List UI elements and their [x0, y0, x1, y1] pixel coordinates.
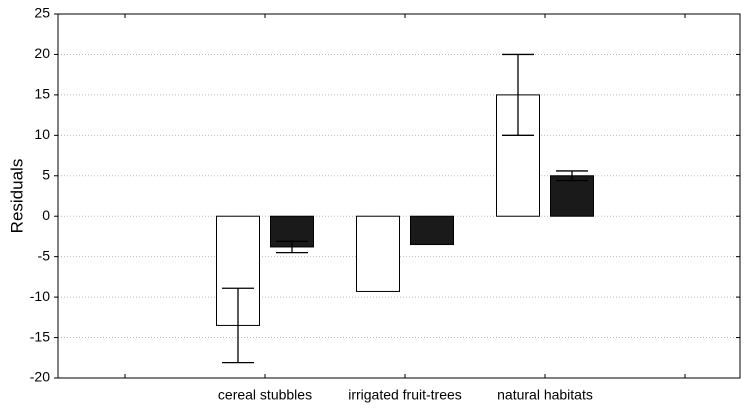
y-tick-label: -15 [30, 328, 50, 344]
bar [410, 215, 454, 246]
y-axis-label: Residuals [7, 159, 26, 234]
x-tick-label: irrigated fruit-trees [348, 387, 462, 403]
plot-frame [57, 13, 741, 379]
error-bar [556, 170, 588, 182]
error-bar [502, 53, 534, 136]
y-tick-label: -20 [30, 369, 50, 385]
error-bar [222, 287, 254, 364]
x-tick-label: natural habitats [497, 387, 593, 403]
y-tick-label: -5 [38, 247, 51, 263]
x-tick-label: cereal stubbles [218, 387, 312, 403]
y-tick-label: 10 [34, 126, 50, 142]
error-bar [276, 240, 308, 254]
y-tick-label: 25 [34, 5, 50, 21]
y-tick-label: 0 [42, 207, 50, 223]
bar [550, 175, 594, 217]
y-tick-label: -10 [30, 288, 50, 304]
y-tick-label: 15 [34, 86, 50, 102]
y-tick-label: 20 [34, 45, 50, 61]
bar [356, 215, 400, 292]
y-tick-label: 5 [42, 166, 50, 182]
